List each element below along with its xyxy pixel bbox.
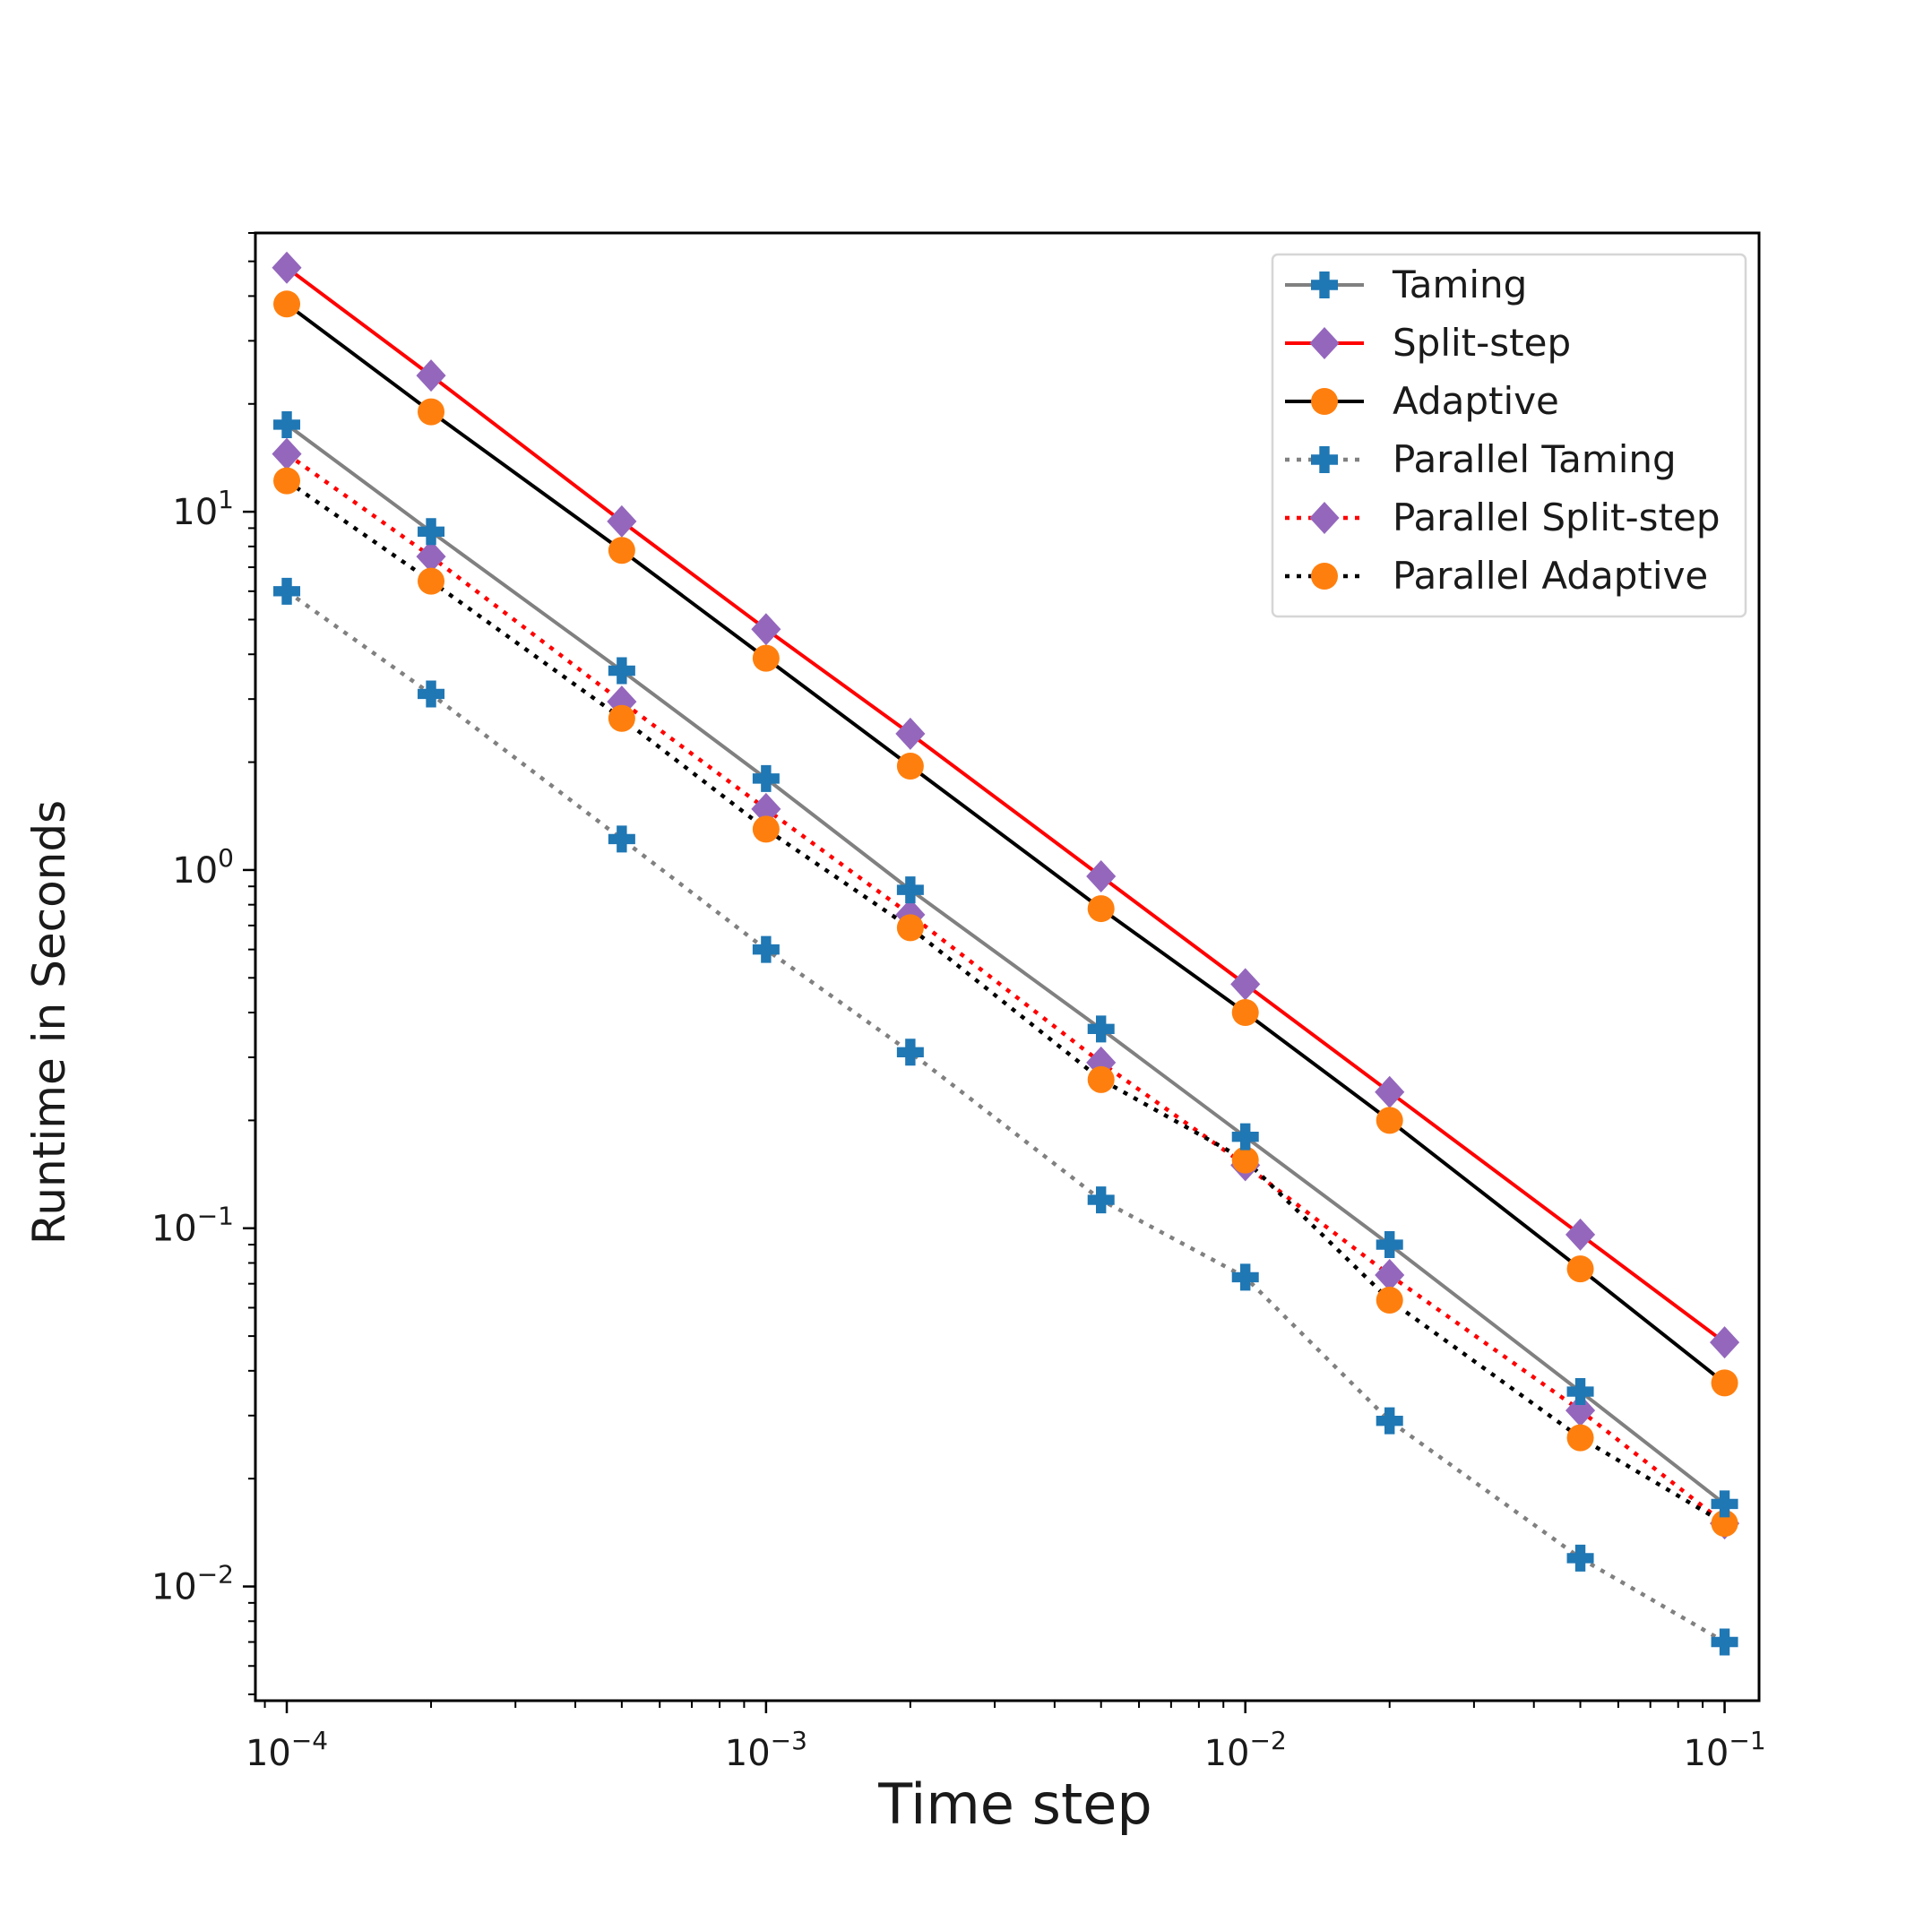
y-axis: 10−2 10−1 100 101 xyxy=(151,232,255,1695)
data-point-s1-1 xyxy=(416,359,446,392)
data-point-s5-3 xyxy=(752,815,780,843)
data-point-s2-3 xyxy=(752,644,780,672)
data-point-s4-1 xyxy=(416,540,446,573)
data-point-s5-4 xyxy=(896,914,924,942)
data-point-s1-8 xyxy=(1565,1218,1596,1251)
series-line-0 xyxy=(285,423,1726,1505)
data-point-s4-0 xyxy=(272,437,302,470)
data-point-s3-9 xyxy=(1711,1628,1738,1656)
data-point-s2-2 xyxy=(608,537,635,565)
x-axis: 10−4 10−3 10−2 10−1 xyxy=(246,1701,1766,1774)
data-point-s2-5 xyxy=(1087,895,1115,923)
data-point-s4-7 xyxy=(1375,1259,1405,1292)
legend-marker-1 xyxy=(1309,327,1340,359)
legend-label-4: Parallel Split-step xyxy=(1393,496,1721,539)
data-point-s3-5 xyxy=(1087,1186,1115,1214)
legend-marker-5 xyxy=(1311,563,1338,590)
data-point-s3-1 xyxy=(418,680,445,708)
y-tick-label: 10−1 xyxy=(151,1202,234,1250)
data-point-s2-6 xyxy=(1231,999,1259,1027)
data-point-s3-8 xyxy=(1566,1544,1594,1572)
legend-marker-4 xyxy=(1309,502,1340,534)
data-point-s0-5 xyxy=(1087,1015,1115,1043)
data-point-s5-6 xyxy=(1231,1146,1259,1174)
legend-label-2: Adaptive xyxy=(1393,379,1559,423)
data-point-s5-7 xyxy=(1376,1286,1403,1314)
data-point-s2-0 xyxy=(273,290,301,318)
data-point-s5-8 xyxy=(1566,1424,1594,1452)
legend: Taming Split-step Adaptive Parallel Taming P… xyxy=(1271,253,1747,618)
data-point-s3-4 xyxy=(896,1039,924,1066)
data-point-s2-7 xyxy=(1376,1107,1403,1134)
data-point-s0-9 xyxy=(1711,1490,1738,1518)
data-point-s5-9 xyxy=(1711,1510,1738,1538)
data-point-s0-2 xyxy=(608,657,635,685)
x-axis-title: Time step xyxy=(877,1771,1152,1837)
data-point-s1-2 xyxy=(607,504,637,538)
data-point-s1-0 xyxy=(272,251,302,284)
series-line-2 xyxy=(285,302,1726,1384)
legend-marker-3 xyxy=(1311,446,1338,473)
x-tick-label: 10−1 xyxy=(1683,1726,1765,1774)
series-layer xyxy=(285,266,1726,1644)
data-point-s4-3 xyxy=(751,792,781,825)
data-point-s0-3 xyxy=(752,764,780,792)
data-point-s0-6 xyxy=(1231,1123,1259,1151)
x-tick-label: 10−4 xyxy=(246,1726,328,1774)
legend-marker-0 xyxy=(1311,271,1338,298)
legend-label-0: Taming xyxy=(1392,263,1527,306)
data-point-s5-5 xyxy=(1087,1065,1115,1093)
y-axis-title: Runtime in Seconds xyxy=(23,800,75,1245)
data-point-s3-0 xyxy=(273,577,301,605)
series-line-5 xyxy=(285,478,1726,1526)
legend-marker-2 xyxy=(1311,388,1338,415)
legend-label-1: Split-step xyxy=(1393,321,1571,365)
y-tick-label: 100 xyxy=(172,843,234,892)
data-point-s5-0 xyxy=(273,467,301,495)
series-line-1 xyxy=(285,266,1726,1344)
data-point-s0-0 xyxy=(273,410,301,438)
data-point-s1-6 xyxy=(1230,968,1261,1001)
data-point-s2-4 xyxy=(896,752,924,780)
y-tick-label: 10−2 xyxy=(151,1560,234,1608)
x-tick-label: 10−2 xyxy=(1204,1726,1287,1774)
legend-box xyxy=(1271,253,1747,618)
data-point-s1-4 xyxy=(895,717,926,750)
marker-layer xyxy=(272,251,1740,1656)
series-line-4 xyxy=(285,452,1726,1525)
data-point-s3-6 xyxy=(1231,1263,1259,1291)
data-point-s2-8 xyxy=(1566,1255,1594,1283)
x-tick-label: 10−3 xyxy=(725,1726,807,1774)
data-point-s0-4 xyxy=(896,876,924,904)
data-point-s3-2 xyxy=(608,825,635,853)
data-point-s4-8 xyxy=(1565,1394,1596,1427)
data-point-s0-7 xyxy=(1376,1231,1403,1259)
legend-label-5: Parallel Adaptive xyxy=(1393,554,1708,598)
data-point-s0-8 xyxy=(1566,1378,1594,1406)
data-point-s3-7 xyxy=(1376,1407,1403,1435)
data-point-s0-1 xyxy=(418,518,445,546)
data-point-s2-9 xyxy=(1711,1369,1738,1397)
data-point-s5-1 xyxy=(418,567,445,595)
data-point-s5-2 xyxy=(608,704,635,732)
data-point-s1-7 xyxy=(1375,1075,1405,1108)
data-point-s1-9 xyxy=(1709,1326,1740,1359)
data-point-s3-3 xyxy=(752,935,780,963)
plot-frame xyxy=(254,231,1761,1702)
data-point-s2-1 xyxy=(418,398,445,426)
data-point-s1-3 xyxy=(751,613,781,646)
y-tick-label: 101 xyxy=(172,485,234,533)
data-point-s1-5 xyxy=(1086,860,1117,893)
legend-label-3: Parallel Taming xyxy=(1393,437,1677,481)
